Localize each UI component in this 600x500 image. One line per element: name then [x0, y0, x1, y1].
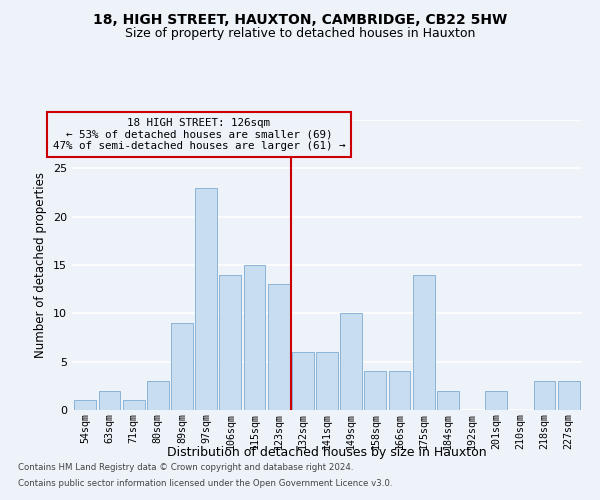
Bar: [389, 372, 410, 410]
Bar: [316, 352, 338, 410]
Bar: [268, 284, 290, 410]
Text: Size of property relative to detached houses in Hauxton: Size of property relative to detached ho…: [125, 28, 475, 40]
Text: Distribution of detached houses by size in Hauxton: Distribution of detached houses by size …: [167, 446, 487, 459]
Bar: [98, 390, 121, 410]
Text: Contains public sector information licensed under the Open Government Licence v3: Contains public sector information licen…: [18, 478, 392, 488]
Bar: [364, 372, 386, 410]
Text: 18, HIGH STREET, HAUXTON, CAMBRIDGE, CB22 5HW: 18, HIGH STREET, HAUXTON, CAMBRIDGE, CB2…: [93, 12, 507, 26]
Bar: [340, 314, 362, 410]
Bar: [147, 381, 169, 410]
Bar: [171, 323, 193, 410]
Bar: [292, 352, 314, 410]
Bar: [220, 274, 241, 410]
Text: 18 HIGH STREET: 126sqm
← 53% of detached houses are smaller (69)
47% of semi-det: 18 HIGH STREET: 126sqm ← 53% of detached…: [53, 118, 345, 151]
Y-axis label: Number of detached properties: Number of detached properties: [34, 172, 47, 358]
Bar: [195, 188, 217, 410]
Bar: [437, 390, 459, 410]
Bar: [485, 390, 507, 410]
Bar: [413, 274, 434, 410]
Bar: [74, 400, 96, 410]
Bar: [533, 381, 556, 410]
Text: Contains HM Land Registry data © Crown copyright and database right 2024.: Contains HM Land Registry data © Crown c…: [18, 464, 353, 472]
Bar: [558, 381, 580, 410]
Bar: [244, 265, 265, 410]
Bar: [123, 400, 145, 410]
